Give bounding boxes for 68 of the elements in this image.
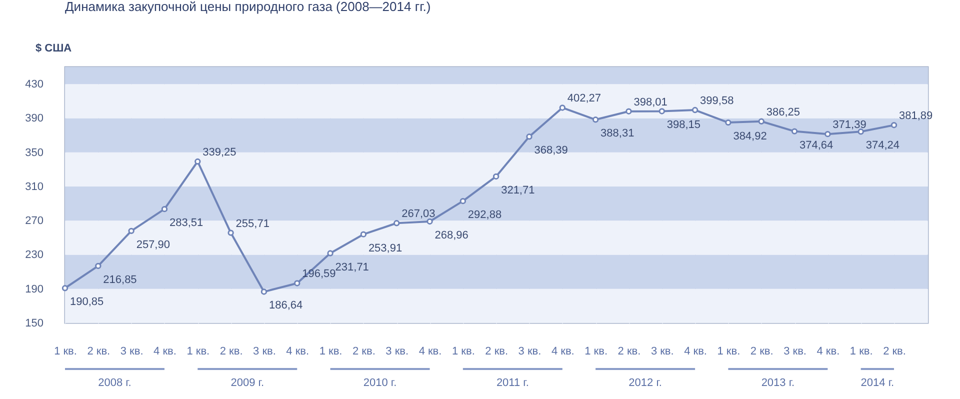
x-tick-label: 2 кв. (618, 346, 641, 358)
text: 2010 г. (363, 377, 397, 389)
data-label: 398,01 (634, 96, 668, 108)
data-label: 231,71 (335, 261, 369, 274)
data-label: 268,96 (434, 229, 468, 242)
data-label: 216,85 (103, 274, 137, 286)
x-tick-label: 1 кв. (54, 346, 77, 358)
y-tick-label: 190 (25, 283, 44, 296)
y-tick-label: 270 (25, 215, 44, 228)
data-label: 368,39 (534, 144, 568, 157)
y-tick-label: 150 (25, 318, 44, 330)
x-tick-label: 3 кв. (518, 346, 542, 358)
x-tick-label: 2 кв. (352, 346, 376, 358)
x-tick-label: 1 кв. (584, 346, 608, 358)
data-label: 267,03 (402, 208, 436, 220)
x-tick-label: 4 кв. (286, 346, 310, 358)
data-label: 381,89 (899, 110, 933, 122)
data-label: 255,71 (236, 218, 270, 230)
x-tick-label: 3 кв. (386, 346, 409, 358)
data-label: 388,31 (600, 128, 634, 140)
x-tick-label: 4 кв. (551, 346, 574, 358)
text: 2014 г. (860, 377, 894, 389)
data-label: 257,90 (136, 238, 170, 251)
x-tick-label: 1 кв. (717, 346, 740, 358)
x-tick-label: 2 кв. (485, 346, 508, 358)
y-tick-label: 310 (25, 180, 44, 193)
data-label: 371,39 (832, 119, 866, 132)
x-tick-label: 1 кв. (850, 346, 873, 358)
x-tick-label: 2 кв. (750, 346, 774, 358)
y-tick-label: 390 (25, 112, 44, 125)
data-label: 402,27 (567, 92, 602, 105)
data-label: 384,92 (733, 130, 767, 143)
text: 2012 г. (628, 377, 662, 389)
data-label: 292,88 (468, 209, 502, 222)
text: 2009 г. (230, 377, 264, 389)
x-tick-label: 1 кв. (319, 346, 342, 358)
x-tick-label: 4 кв. (816, 346, 840, 358)
data-label: 321,71 (501, 184, 535, 196)
x-tick-label: 4 кв. (684, 346, 707, 358)
x-tick-label: 2 кв. (87, 346, 110, 358)
data-label: 399,58 (700, 95, 734, 108)
data-label: 190,85 (70, 296, 104, 308)
y-tick-label: 430 (25, 78, 44, 91)
data-label: 398,15 (666, 119, 701, 132)
y-tick-label: 350 (25, 146, 44, 159)
data-label: 339,25 (202, 146, 236, 159)
x-tick-label: 2 кв. (883, 346, 906, 358)
data-label: 374,64 (800, 139, 834, 152)
x-tick-label: 3 кв. (650, 346, 674, 358)
x-tick-label: 4 кв. (418, 346, 442, 358)
x-tick-label: 2 кв. (220, 346, 243, 358)
data-label: 186,64 (268, 300, 303, 312)
data-label: 253,91 (368, 242, 402, 254)
x-tick-label: 3 кв. (784, 346, 806, 358)
data-label: 386,25 (766, 106, 800, 118)
y-tick-label: 230 (25, 249, 44, 262)
x-tick-label: 3 кв. (120, 346, 144, 358)
x-tick-label: 3 кв. (253, 346, 276, 358)
text: 2008 г. (98, 377, 132, 389)
text: 2013 г. (761, 377, 795, 389)
y-axis-title: $ США (36, 42, 72, 54)
data-label: 283,51 (169, 217, 204, 230)
chart-title: Динамика закупочной цены природного газа (2008—2014 гг.) (65, 0, 431, 14)
data-label: 374,24 (866, 140, 900, 152)
text: 2011 г. (496, 377, 529, 389)
x-tick-label: 1 кв. (452, 346, 475, 358)
x-tick-label: 1 кв. (186, 346, 210, 358)
x-tick-label: 4 кв. (154, 346, 176, 358)
